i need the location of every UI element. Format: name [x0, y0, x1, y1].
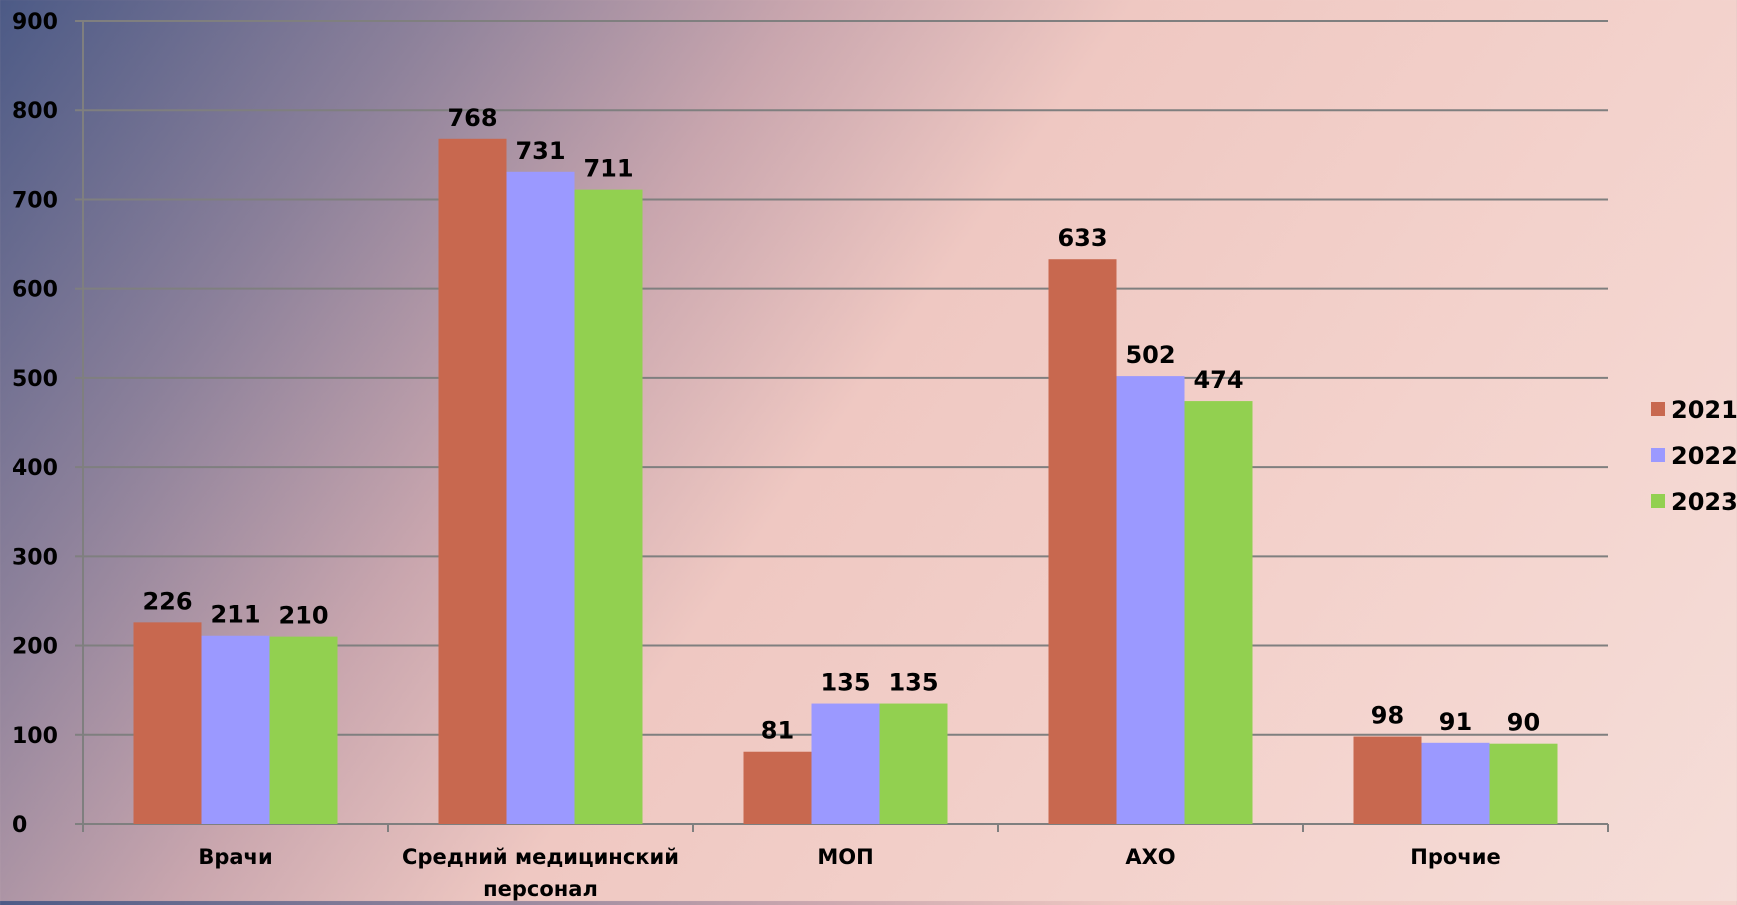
bar [133, 622, 202, 824]
y-tick-label: 800 [12, 99, 58, 124]
bar [879, 703, 948, 824]
bar [506, 171, 575, 825]
bar [1489, 743, 1558, 824]
legend-swatch [1651, 494, 1665, 508]
legend-label: 2023 [1671, 488, 1737, 516]
data-label: 81 [761, 717, 794, 745]
category-label: Средний медицинский [402, 845, 679, 869]
y-tick-label: 900 [12, 10, 58, 35]
data-label: 98 [1371, 702, 1404, 730]
bar [1116, 376, 1185, 824]
category-label: МОП [817, 845, 873, 869]
bar [574, 189, 643, 824]
data-label: 210 [278, 602, 328, 630]
legend-label: 2021 [1671, 396, 1737, 424]
bar [1048, 259, 1117, 824]
bar [1421, 742, 1490, 824]
y-tick-label: 0 [12, 813, 27, 838]
legend-swatch [1651, 402, 1665, 416]
bar [743, 751, 812, 824]
bar [201, 635, 270, 824]
data-label: 135 [888, 669, 938, 697]
data-label: 211 [210, 601, 260, 629]
data-label: 731 [515, 137, 565, 165]
data-label: 90 [1507, 709, 1540, 737]
legend-swatch [1651, 448, 1665, 462]
y-tick-label: 400 [12, 456, 58, 481]
data-label: 91 [1439, 708, 1472, 736]
data-label: 226 [142, 587, 192, 615]
data-label: 502 [1125, 341, 1175, 369]
y-tick-label: 600 [12, 278, 58, 303]
data-label: 633 [1057, 224, 1107, 252]
y-tick-label: 500 [12, 367, 58, 392]
data-label: 474 [1193, 366, 1243, 394]
category-label: Врачи [198, 845, 272, 869]
data-label: 135 [820, 669, 870, 697]
y-tick-label: 700 [12, 188, 58, 213]
data-label: 768 [447, 104, 497, 132]
category-label: АХО [1125, 845, 1175, 869]
bar [1353, 736, 1422, 824]
y-tick-label: 100 [12, 724, 58, 749]
category-label: персонал [483, 877, 598, 901]
bar [811, 703, 880, 824]
category-label: Прочие [1410, 845, 1500, 869]
data-label: 711 [583, 155, 633, 183]
y-tick-label: 300 [12, 545, 58, 570]
bar [269, 636, 338, 824]
bar [1184, 401, 1253, 824]
legend-label: 2022 [1671, 442, 1737, 470]
y-tick-label: 200 [12, 635, 58, 660]
bar [438, 138, 507, 825]
